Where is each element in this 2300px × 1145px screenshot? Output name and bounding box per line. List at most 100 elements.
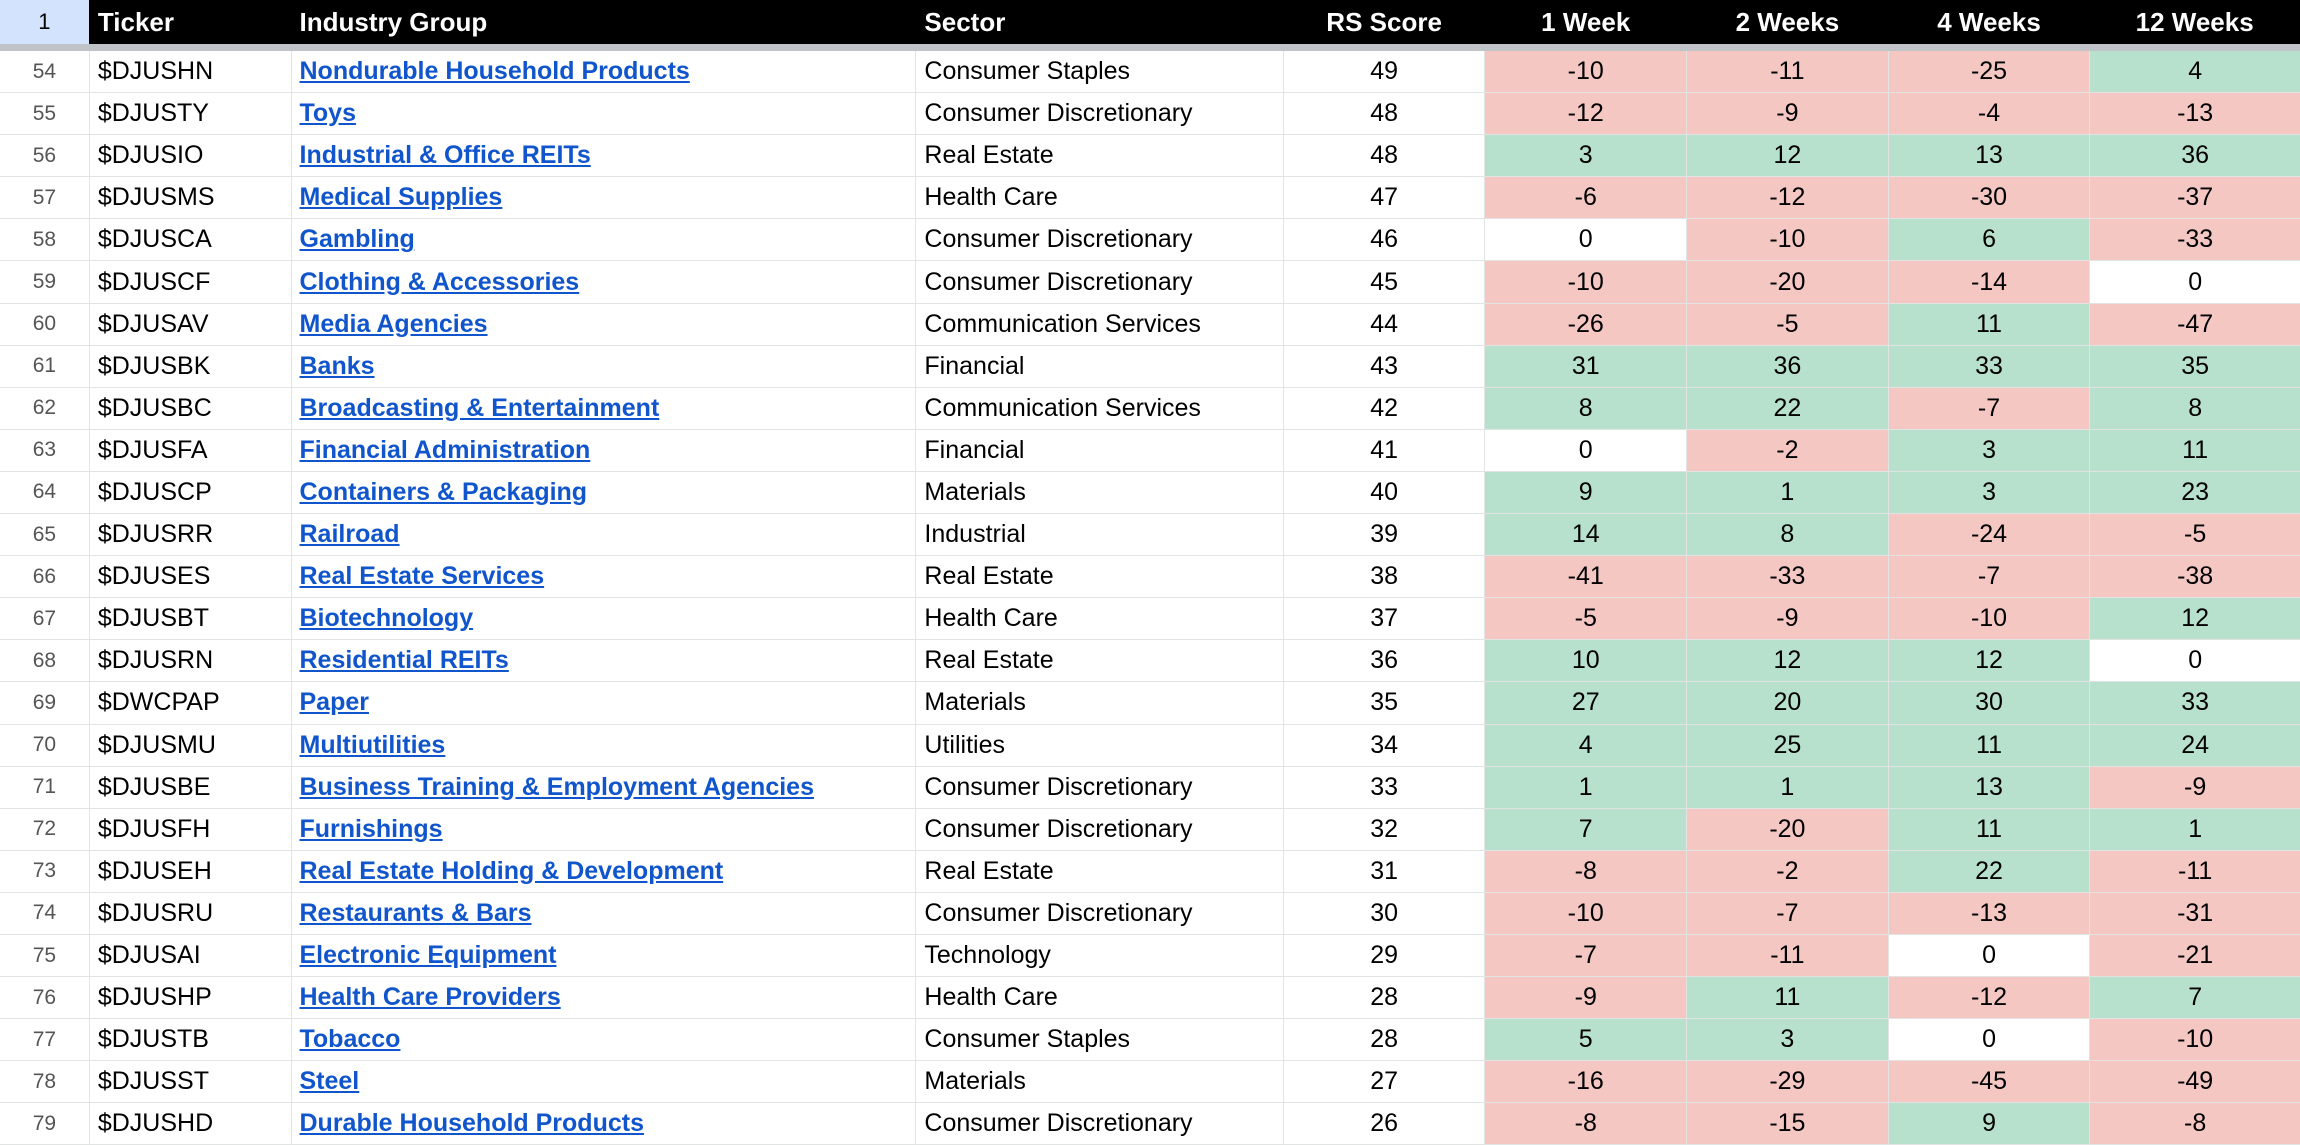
week-1-cell[interactable]: 7 xyxy=(1485,808,1688,850)
week-1-cell[interactable]: -8 xyxy=(1485,1103,1688,1145)
industry-group-link[interactable]: Health Care Providers xyxy=(299,983,561,1012)
week-2-cell[interactable]: 25 xyxy=(1687,724,1889,766)
week-12-cell[interactable]: 33 xyxy=(2090,682,2300,724)
rs-score-cell[interactable]: 43 xyxy=(1284,345,1486,387)
row-number[interactable]: 59 xyxy=(0,261,90,303)
ticker-cell[interactable]: $DJUSMS xyxy=(90,177,292,219)
rs-score-cell[interactable]: 32 xyxy=(1284,808,1486,850)
week-12-cell[interactable]: -11 xyxy=(2090,850,2300,892)
week-12-cell[interactable]: -5 xyxy=(2090,514,2300,556)
ticker-cell[interactable]: $DJUSAI xyxy=(90,934,292,977)
row-number[interactable]: 61 xyxy=(0,345,90,387)
week-4-cell[interactable]: 9 xyxy=(1888,1103,2091,1145)
industry-group-link[interactable]: Restaurants & Bars xyxy=(299,898,532,927)
industry-group-cell[interactable]: Financial Administration xyxy=(292,429,917,471)
week-2-cell[interactable]: -10 xyxy=(1687,219,1889,261)
sector-cell[interactable]: Communication Services xyxy=(916,303,1284,345)
rs-score-cell[interactable]: 48 xyxy=(1284,93,1486,135)
industry-group-cell[interactable]: Containers & Packaging xyxy=(292,471,917,514)
sector-cell[interactable]: Health Care xyxy=(916,598,1284,640)
rs-score-cell[interactable]: 29 xyxy=(1284,934,1486,977)
week-12-cell[interactable]: -21 xyxy=(2090,934,2300,977)
sector-cell[interactable]: Consumer Discretionary xyxy=(916,808,1284,850)
ticker-cell[interactable]: $DJUSCA xyxy=(90,219,292,261)
ticker-cell[interactable]: $DJUSHD xyxy=(90,1103,292,1145)
week-12-cell[interactable]: 12 xyxy=(2090,598,2300,640)
week-12-cell[interactable]: -10 xyxy=(2090,1019,2300,1061)
row-number[interactable]: 76 xyxy=(0,977,90,1019)
industry-group-link[interactable]: Banks xyxy=(299,351,375,380)
week-1-cell[interactable]: 8 xyxy=(1485,387,1688,429)
rs-score-cell[interactable]: 36 xyxy=(1284,640,1486,682)
ticker-cell[interactable]: $DJUSFA xyxy=(90,429,292,471)
industry-group-link[interactable]: Residential REITs xyxy=(299,646,509,675)
ticker-cell[interactable]: $DJUSRU xyxy=(90,892,292,934)
rs-score-cell[interactable]: 28 xyxy=(1284,1019,1486,1061)
week-4-cell[interactable]: -12 xyxy=(1888,977,2091,1019)
week-1-cell[interactable]: 10 xyxy=(1485,640,1688,682)
week-4-cell[interactable]: 3 xyxy=(1888,429,2091,471)
row-number[interactable]: 79 xyxy=(0,1103,90,1145)
week-4-cell[interactable]: 12 xyxy=(1888,640,2091,682)
industry-group-cell[interactable]: Medical Supplies xyxy=(292,177,917,219)
header-4-weeks[interactable]: 4 Weeks xyxy=(1889,0,2091,44)
rs-score-cell[interactable]: 30 xyxy=(1284,892,1486,934)
week-4-cell[interactable]: -14 xyxy=(1888,261,2091,303)
week-4-cell[interactable]: 0 xyxy=(1888,934,2091,977)
ticker-cell[interactable]: $DJUSFH xyxy=(90,808,292,850)
industry-group-link[interactable]: Media Agencies xyxy=(299,309,488,338)
week-4-cell[interactable]: 11 xyxy=(1888,724,2091,766)
week-12-cell[interactable]: 11 xyxy=(2090,429,2300,471)
ticker-cell[interactable]: $DJUSRN xyxy=(90,640,292,682)
week-1-cell[interactable]: 0 xyxy=(1485,219,1688,261)
industry-group-link[interactable]: Biotechnology xyxy=(299,604,474,633)
week-12-cell[interactable]: 35 xyxy=(2090,345,2300,387)
sector-cell[interactable]: Financial xyxy=(916,429,1284,471)
week-2-cell[interactable]: 3 xyxy=(1687,1019,1889,1061)
ticker-cell[interactable]: $DJUSES xyxy=(90,556,292,598)
industry-group-cell[interactable]: Tobacco xyxy=(292,1019,917,1061)
sector-cell[interactable]: Real Estate xyxy=(916,135,1284,177)
row-number[interactable]: 73 xyxy=(0,850,90,892)
industry-group-cell[interactable]: Nondurable Household Products xyxy=(292,51,917,93)
week-2-cell[interactable]: 22 xyxy=(1687,387,1889,429)
industry-group-link[interactable]: Multiutilities xyxy=(299,730,446,759)
week-4-cell[interactable]: 13 xyxy=(1888,135,2091,177)
week-2-cell[interactable]: 1 xyxy=(1687,471,1889,514)
industry-group-cell[interactable]: Industrial & Office REITs xyxy=(292,135,917,177)
week-2-cell[interactable]: -33 xyxy=(1687,556,1889,598)
ticker-cell[interactable]: $DJUSBE xyxy=(90,766,292,808)
week-12-cell[interactable]: -49 xyxy=(2090,1061,2300,1103)
row-number[interactable]: 62 xyxy=(0,387,90,429)
ticker-cell[interactable]: $DJUSIO xyxy=(90,135,292,177)
week-4-cell[interactable]: -24 xyxy=(1888,514,2091,556)
week-4-cell[interactable]: -4 xyxy=(1888,93,2091,135)
rs-score-cell[interactable]: 46 xyxy=(1284,219,1486,261)
week-1-cell[interactable]: 14 xyxy=(1485,514,1688,556)
ticker-cell[interactable]: $DJUSTB xyxy=(90,1019,292,1061)
industry-group-cell[interactable]: Restaurants & Bars xyxy=(292,892,917,934)
row-number-header[interactable]: 1 xyxy=(0,0,90,44)
ticker-cell[interactable]: $DJUSCF xyxy=(90,261,292,303)
industry-group-link[interactable]: Financial Administration xyxy=(299,435,591,464)
week-2-cell[interactable]: -9 xyxy=(1687,598,1889,640)
sector-cell[interactable]: Consumer Discretionary xyxy=(916,219,1284,261)
row-number[interactable]: 74 xyxy=(0,892,90,934)
industry-group-cell[interactable]: Real Estate Holding & Development xyxy=(292,850,917,892)
industry-group-link[interactable]: Railroad xyxy=(299,520,400,549)
industry-group-link[interactable]: Containers & Packaging xyxy=(299,477,588,506)
industry-group-link[interactable]: Electronic Equipment xyxy=(299,941,557,970)
week-1-cell[interactable]: -26 xyxy=(1485,303,1688,345)
industry-group-link[interactable]: Tobacco xyxy=(299,1025,401,1054)
row-number[interactable]: 54 xyxy=(0,51,90,93)
week-4-cell[interactable]: -10 xyxy=(1888,598,2091,640)
ticker-cell[interactable]: $DJUSBT xyxy=(90,598,292,640)
industry-group-link[interactable]: Medical Supplies xyxy=(299,183,503,212)
sector-cell[interactable]: Real Estate xyxy=(916,640,1284,682)
week-4-cell[interactable]: 6 xyxy=(1888,219,2091,261)
week-4-cell[interactable]: 3 xyxy=(1888,471,2091,514)
week-2-cell[interactable]: -15 xyxy=(1687,1103,1889,1145)
week-2-cell[interactable]: -2 xyxy=(1687,429,1889,471)
week-1-cell[interactable]: -41 xyxy=(1485,556,1688,598)
ticker-cell[interactable]: $DJUSCP xyxy=(90,471,292,514)
